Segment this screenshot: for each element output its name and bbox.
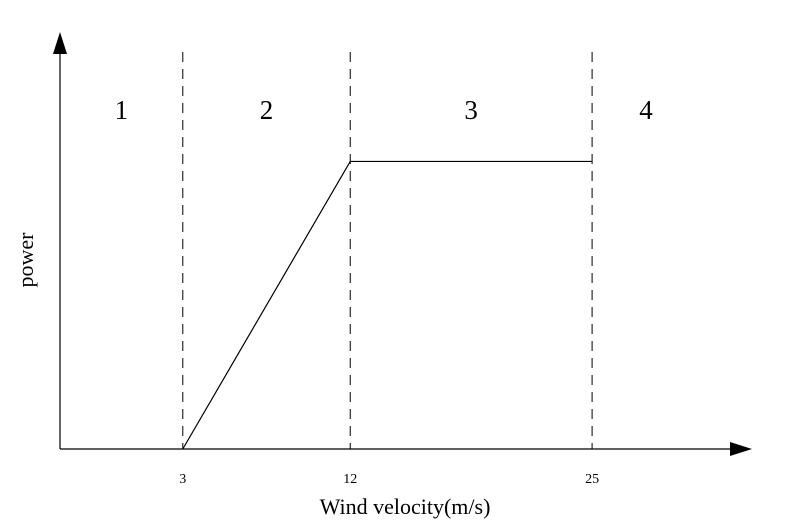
region-boundaries — [182, 52, 593, 449]
x-tick-label: 3 — [179, 472, 186, 487]
power-curve-line — [182, 160, 593, 450]
region-label: 2 — [260, 95, 274, 125]
x-axis-title: Wind velocity(m/s) — [320, 494, 491, 519]
region-label: 1 — [115, 95, 129, 125]
x-tick-labels: 3 12 25 — [179, 472, 599, 487]
region-label: 4 — [639, 95, 653, 125]
region-labels: 1 2 3 4 — [115, 95, 654, 125]
y-axis-arrow-icon — [53, 32, 67, 54]
region-label: 3 — [464, 95, 478, 125]
y-axis-title: power — [13, 232, 38, 288]
x-tick-label: 12 — [343, 472, 357, 487]
x-tick-label: 25 — [585, 472, 599, 487]
x-axis-arrow-icon — [730, 442, 752, 456]
series-layer — [182, 160, 593, 450]
axes — [53, 32, 752, 456]
